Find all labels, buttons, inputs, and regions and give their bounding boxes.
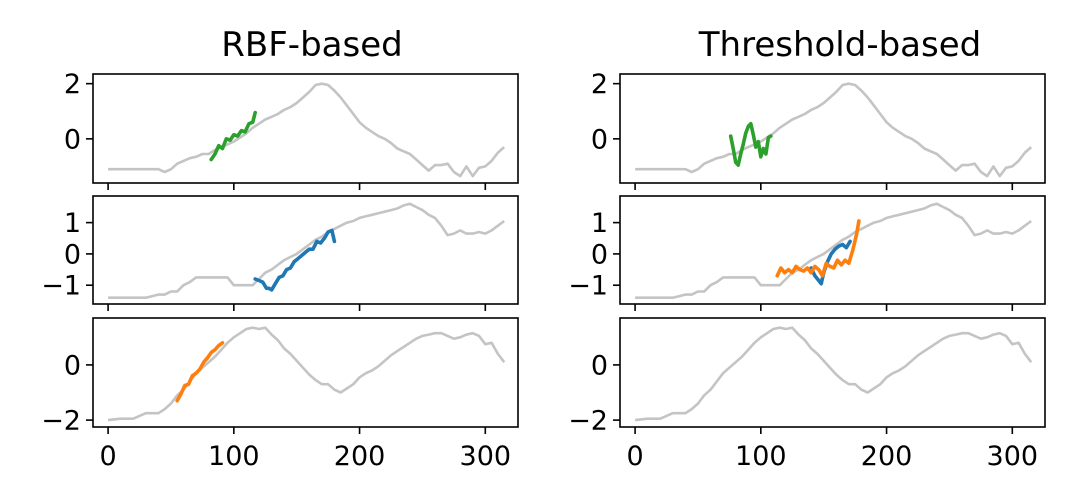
- subplot-frame: [619, 195, 1046, 305]
- x-tick-label: 200: [861, 441, 913, 472]
- y-tick-label: 1: [64, 208, 81, 239]
- subplot-r0c0: 02: [64, 69, 519, 190]
- subplot-r0c1: 02: [591, 69, 1046, 190]
- x-tick-label: 200: [334, 441, 386, 472]
- subplot-r1c0: −101: [41, 195, 519, 311]
- background-series-line: [635, 202, 1032, 300]
- highlighted-series-blue-0: [253, 228, 337, 292]
- highlighted-series-blue-0: [809, 239, 852, 286]
- x-tick-label: 100: [735, 441, 787, 472]
- y-tick-label: 2: [591, 69, 608, 100]
- x-tick-label: 300: [987, 441, 1039, 472]
- chart-title-right: Threshold-based: [698, 25, 981, 65]
- chart-title-left: RBF-based: [221, 25, 402, 65]
- subplot-frame: [619, 73, 1046, 184]
- highlighted-series-green-0: [209, 110, 257, 162]
- subplot-r1c1: −101: [568, 195, 1046, 311]
- y-tick-label: −1: [41, 271, 81, 302]
- x-tick-label: 0: [99, 441, 116, 472]
- highlighted-series-green-0: [728, 121, 773, 167]
- y-tick-label: 0: [64, 124, 81, 155]
- y-tick-label: 0: [591, 350, 608, 381]
- background-series-line: [635, 82, 1033, 178]
- subplot-frame: [92, 195, 519, 305]
- subplot-frame: [92, 73, 519, 184]
- highlighted-series-orange-0: [175, 340, 225, 403]
- x-tick-label: 0: [626, 441, 643, 472]
- y-tick-label: 0: [591, 124, 608, 155]
- background-series-line: [634, 326, 1033, 422]
- y-tick-label: −2: [41, 406, 81, 437]
- background-series-line: [107, 326, 506, 422]
- highlighted-series-orange-1: [775, 219, 861, 278]
- y-tick-label: 0: [591, 239, 608, 270]
- y-tick-label: 1: [591, 208, 608, 239]
- y-tick-label: 0: [64, 239, 81, 270]
- subplot-r2c0: −2 0 0 100 200 300: [41, 317, 519, 472]
- x-tick-label: 300: [460, 441, 512, 472]
- y-tick-label: 2: [64, 69, 81, 100]
- y-tick-label: −2: [568, 406, 608, 437]
- background-series-line: [108, 202, 505, 300]
- x-tick-label: 100: [208, 441, 260, 472]
- subplot-r2c1: −2 0 0 100 200 300: [568, 317, 1046, 472]
- background-series-line: [108, 82, 506, 178]
- subplot-frame: [92, 317, 519, 428]
- y-tick-label: 0: [64, 350, 81, 381]
- subplot-frame: [619, 317, 1046, 428]
- y-tick-label: −1: [568, 271, 608, 302]
